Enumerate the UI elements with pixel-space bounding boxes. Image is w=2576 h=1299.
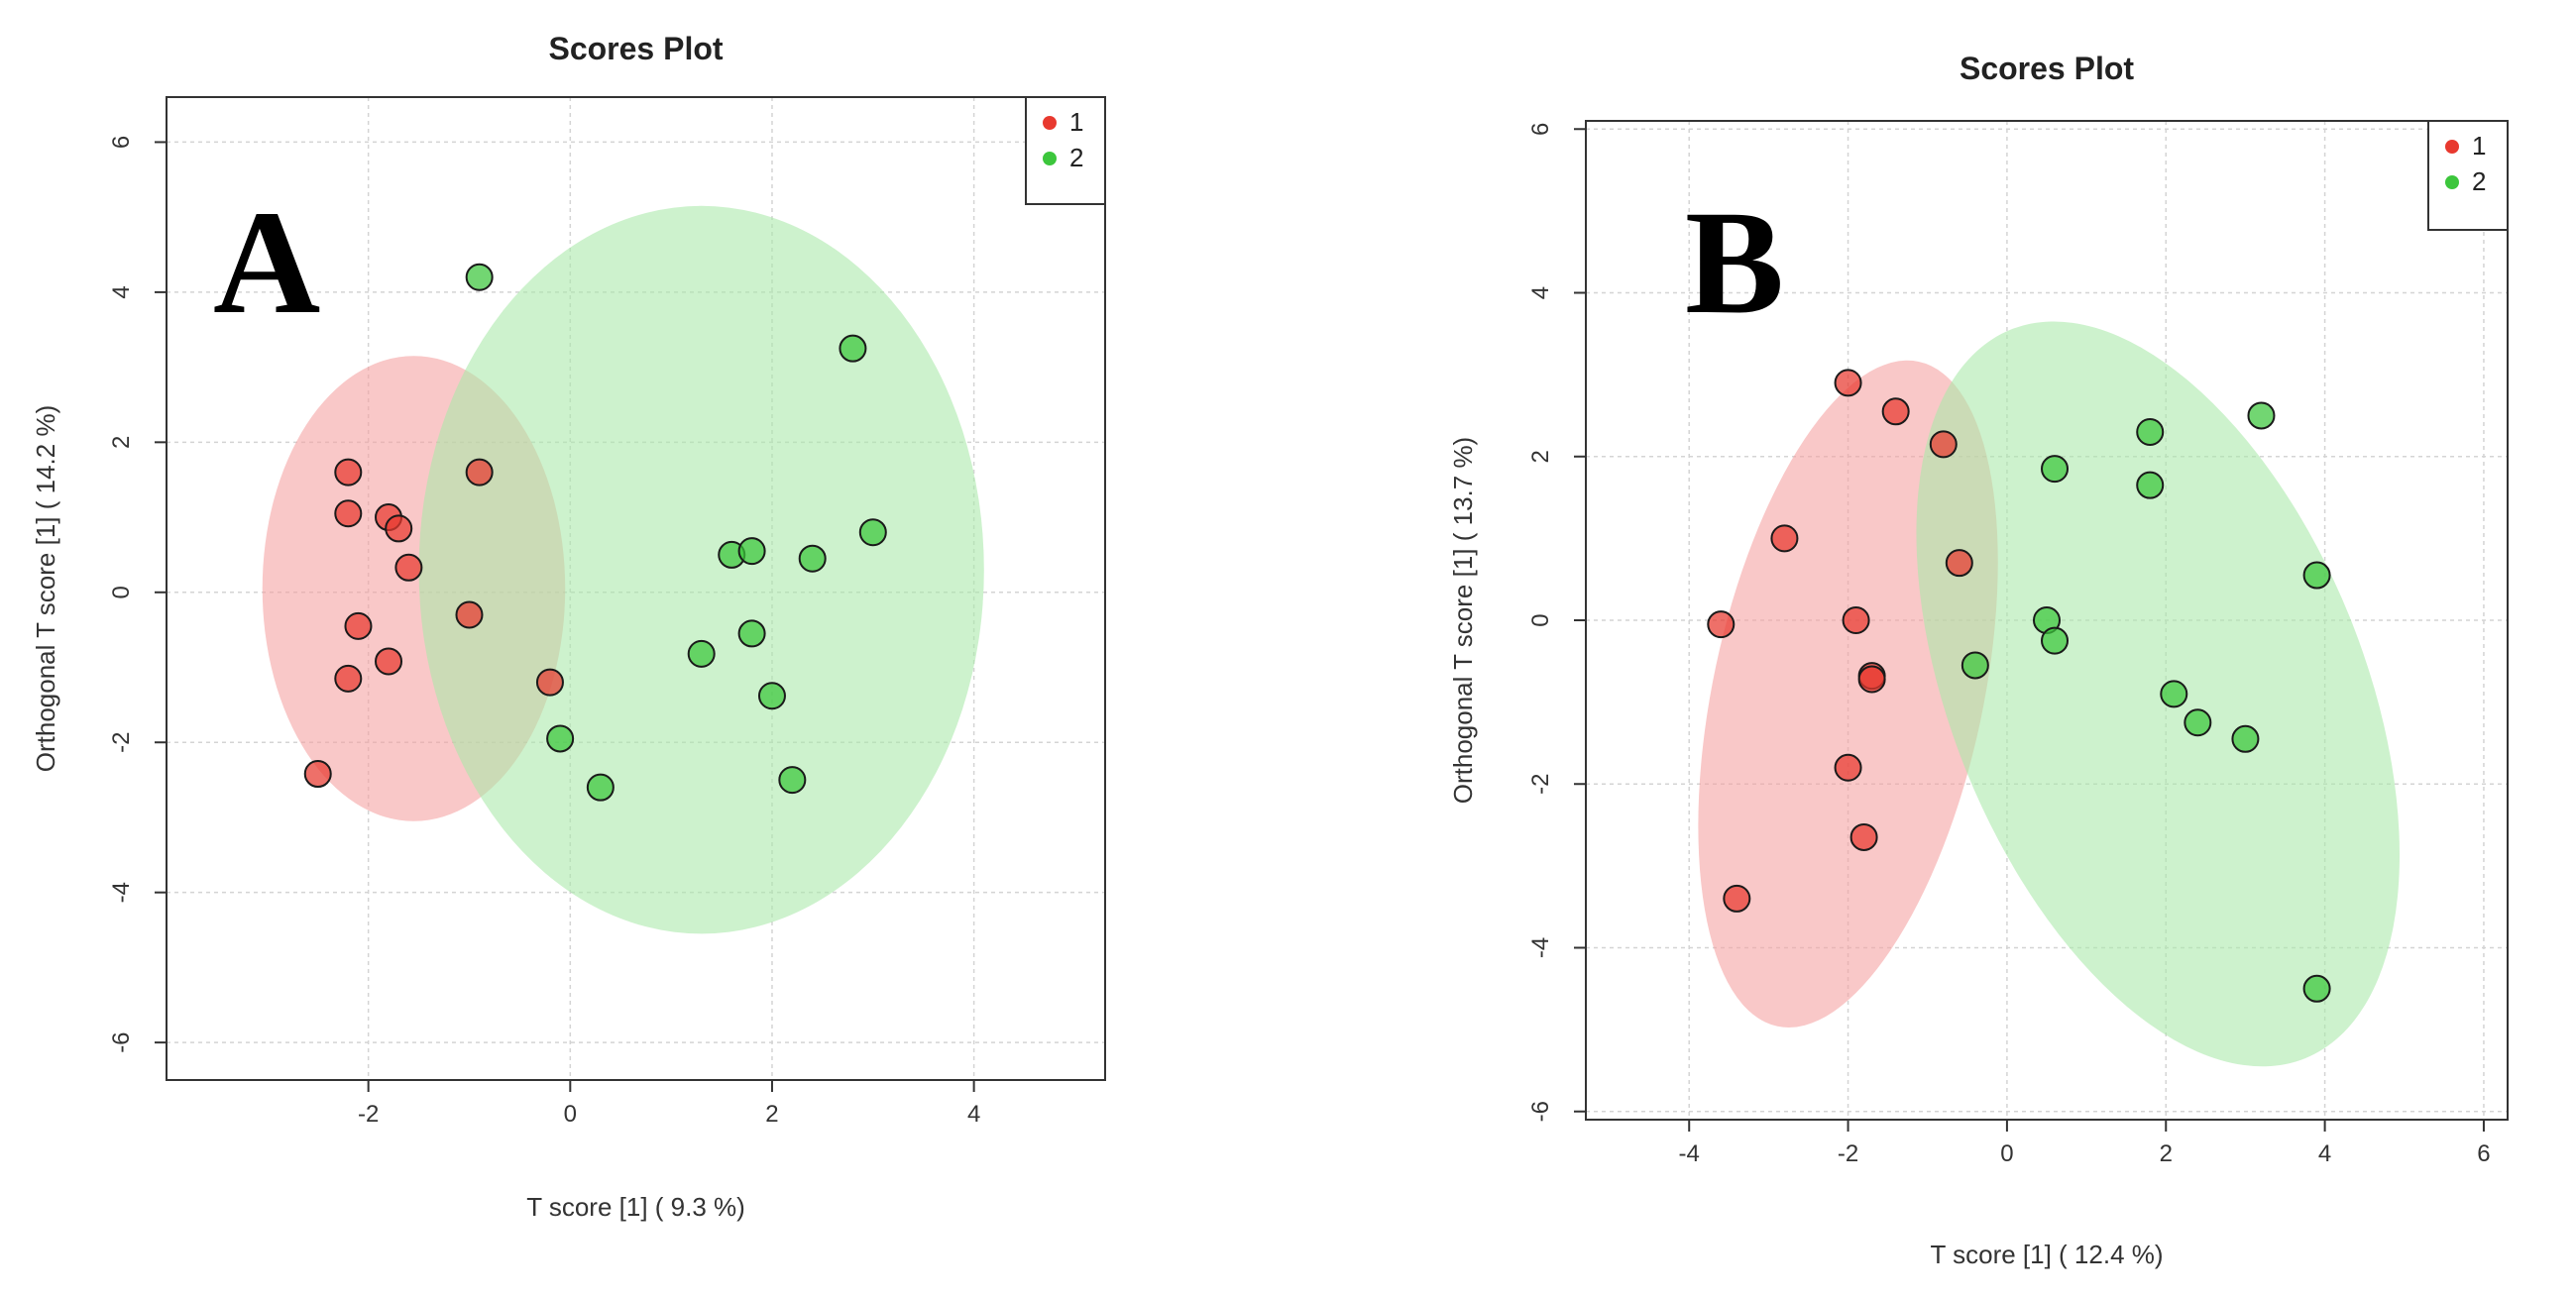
chart-title: Scores Plot [1960,51,2134,86]
data-point-group-1 [1857,665,1886,694]
y-tick-label: 4 [1527,286,1554,299]
data-point-group-2 [2302,561,2331,590]
y-tick-label: -6 [108,1031,135,1052]
data-point-group-2 [737,619,766,648]
y-tick-label: -4 [1527,937,1554,958]
data-point-group-1 [375,647,403,676]
data-point-group-1 [1929,430,1958,459]
data-point-group-2 [737,537,766,566]
data-point-group-2 [2136,471,2165,499]
data-point-group-1 [1834,369,1862,397]
y-tick-label: 0 [108,586,135,598]
chart-a: -2 0 2 4 -6 -4 -2 0 2 4 6 Scores Plot T score [1] ( … [31,31,1106,1222]
x-tick-label: -4 [1679,1140,1700,1167]
data-point-group-1 [334,664,363,693]
y-tick-label: -2 [108,732,135,753]
y-tick-label: -2 [1527,774,1554,795]
data-point-group-2 [2136,417,2165,446]
legend-label: 2 [2472,166,2486,196]
data-point-group-2 [839,334,867,363]
plot-frame [166,96,1106,1081]
panel-label: A [213,180,320,345]
x-tick-label: 2 [765,1101,778,1128]
data-point-group-1 [465,458,494,487]
data-point-group-1 [535,668,564,697]
y-tick-label: 0 [1527,613,1554,626]
y-tick-label: 2 [1527,450,1554,463]
data-point-group-2 [687,639,716,668]
legend-marker-1 [2445,140,2459,154]
data-point-group-1 [334,499,363,528]
data-point-group-2 [757,682,786,710]
y-tick-label: -4 [108,882,135,903]
data-point-group-2 [858,518,887,547]
x-tick-label: -2 [358,1101,379,1128]
confidence-ellipse-group-2 [1916,321,2401,1067]
legend-marker-2 [1043,152,1057,165]
y-tick-label: -6 [1527,1101,1554,1122]
data-point-group-1 [334,458,363,487]
chart-title: Scores Plot [548,31,723,66]
data-point-group-2 [778,766,807,795]
chart-b: -4 -2 0 2 4 6 -6 -4 -2 0 2 4 6 Scores Plot T score [1]… [1448,51,2509,1269]
x-tick-label: 0 [2000,1140,2013,1167]
data-point-group-1 [1707,610,1736,639]
data-point-group-2 [2041,455,2070,484]
x-tick-label: 4 [2318,1140,2331,1167]
data-point-group-2 [2247,401,2276,430]
legend-marker-2 [2445,175,2459,189]
y-tick-label: 2 [108,436,135,449]
x-tick-label: 2 [2160,1140,2173,1167]
legend-box [2427,120,2509,231]
y-tick-label: 6 [1527,123,1554,136]
x-tick-label: 4 [967,1101,980,1128]
data-point-group-2 [2184,708,2212,737]
data-point-group-2 [2041,626,2070,655]
confidence-ellipse-group-2 [418,205,984,934]
data-point-group-1 [1945,549,1973,578]
panel-label: B [1685,180,1784,345]
y-tick-label: 6 [108,136,135,149]
data-point-group-2 [2231,724,2260,753]
legend-marker-1 [1043,116,1057,130]
x-tick-label: -2 [1838,1140,1858,1167]
data-point-group-1 [1770,524,1799,553]
data-point-group-1 [1723,884,1751,913]
x-tick-label: 6 [2477,1140,2490,1167]
data-point-group-1 [1849,822,1878,851]
data-point-group-2 [546,724,575,753]
data-point-group-2 [465,263,494,291]
y-axis-label: Orthogonal T score [1] ( 13.7 %) [1448,437,1478,804]
data-point-group-1 [344,611,373,640]
x-axis-label: T score [1] ( 12.4 %) [1930,1240,2163,1269]
legend-label: 1 [1069,107,1083,137]
y-tick-label: 4 [108,285,135,298]
data-point-group-1 [394,553,423,582]
data-point-group-1 [303,760,332,789]
data-point-group-2 [798,544,827,573]
x-tick-label: 0 [564,1101,577,1128]
data-point-group-2 [1960,651,1989,680]
legend-box [1025,96,1106,205]
legend-label: 1 [2472,131,2486,161]
data-point-group-2 [586,773,615,802]
data-point-group-1 [1881,397,1910,426]
data-point-group-2 [2302,974,2331,1003]
data-point-group-1 [1834,753,1862,782]
data-point-group-1 [385,514,413,543]
data-point-group-1 [1842,606,1870,634]
legend-label: 2 [1069,143,1083,172]
x-axis-label: T score [1] ( 9.3 %) [526,1192,745,1222]
y-axis-label: Orthogonal T score [1] ( 14.2 %) [31,405,60,772]
data-point-group-2 [2160,680,2188,708]
data-point-group-1 [455,600,484,629]
